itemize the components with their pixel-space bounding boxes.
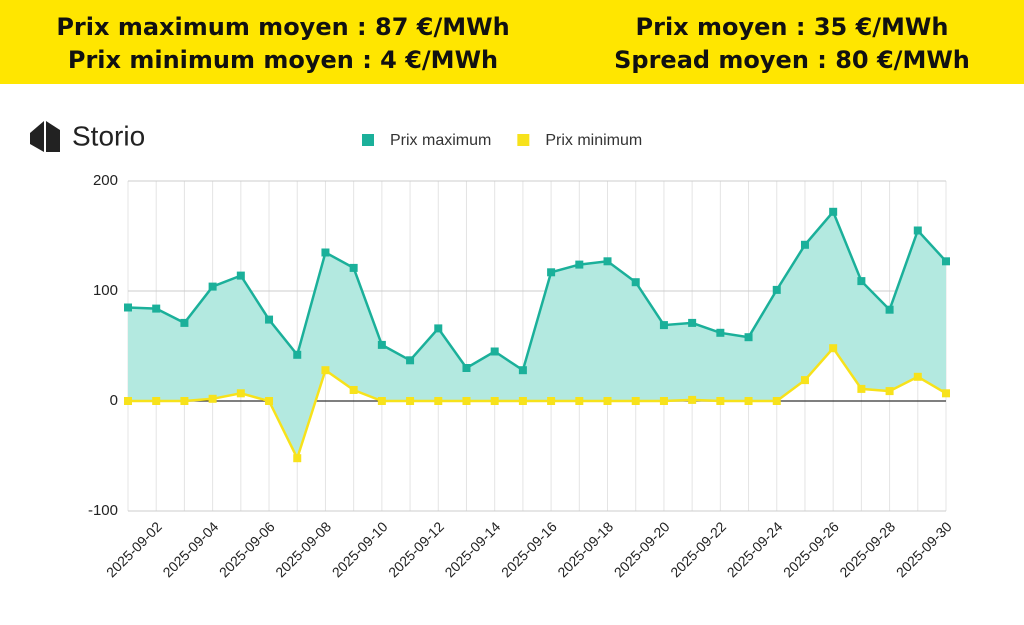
header-text: Prix moyen : 35 €/MWh (636, 13, 949, 41)
point-marker (349, 263, 358, 272)
point-marker (800, 376, 809, 385)
header-text: Spread moyen : 80 €/MWh (614, 46, 970, 74)
point-marker (885, 305, 894, 314)
point-marker (659, 321, 668, 330)
point-marker (603, 257, 612, 266)
point-marker (857, 384, 866, 393)
series-line (127, 209, 947, 373)
point-marker (603, 397, 612, 405)
y-tick-label: 0 (110, 392, 118, 409)
point-marker (265, 397, 274, 405)
point-marker (406, 397, 415, 405)
point-marker (829, 207, 838, 216)
x-tick-label: 2025-09-18 (554, 518, 616, 580)
point-marker (942, 389, 950, 398)
point-marker (293, 454, 302, 463)
point-marker (575, 260, 584, 269)
x-tick-label: 2025-09-02 (103, 518, 165, 580)
x-tick-label: 2025-09-30 (893, 518, 955, 580)
point-marker (744, 333, 753, 342)
header-text: Prix minimum moyen : 4 €/MWh (68, 46, 498, 74)
point-marker (490, 397, 499, 405)
x-tick-label: 2025-09-20 (611, 518, 673, 580)
header-text: Prix maximum moyen : 87 €/MWh (56, 13, 509, 41)
y-tick-label: 100 (93, 282, 118, 299)
point-marker (942, 257, 950, 266)
point-marker (180, 318, 189, 327)
point-marker (744, 397, 753, 405)
point-marker (631, 397, 640, 405)
logo-text: Storio (72, 120, 145, 151)
x-tick-label: 2025-09-06 (216, 518, 278, 580)
point-marker (377, 397, 386, 405)
y-tick-label: -100 (88, 502, 118, 519)
point-marker (659, 397, 668, 405)
point-marker (575, 397, 584, 405)
x-tick-label: 2025-09-28 (836, 518, 898, 580)
point-marker (688, 318, 697, 327)
point-marker (857, 277, 866, 286)
point-marker (688, 395, 697, 404)
point-marker (321, 366, 330, 375)
point-marker (462, 364, 471, 372)
x-tick-label: 2025-09-12 (385, 518, 447, 580)
x-tick-label: 2025-09-26 (780, 518, 842, 580)
x-tick-label: 2025-09-22 (667, 518, 729, 580)
point-marker (716, 328, 725, 337)
point-marker (547, 397, 556, 405)
area-between (128, 211, 946, 459)
point-marker (124, 303, 132, 312)
point-marker (377, 340, 386, 349)
point-marker (772, 285, 781, 294)
point-marker (913, 226, 922, 235)
point-marker (829, 344, 838, 353)
legend-swatch (517, 134, 530, 146)
header-band (0, 0, 1024, 84)
point-marker (349, 386, 358, 394)
point-marker (434, 397, 443, 405)
point-marker (208, 394, 217, 403)
point-marker (152, 304, 161, 313)
point-marker (462, 397, 471, 405)
point-marker (124, 397, 132, 405)
point-marker (236, 271, 245, 280)
legend-swatch (362, 134, 374, 146)
point-marker (518, 397, 527, 405)
x-tick-label: 2025-09-16 (498, 518, 560, 580)
point-marker (321, 248, 330, 257)
point-marker (631, 278, 640, 287)
y-tick-label: 200 (93, 172, 118, 189)
point-marker (800, 240, 809, 249)
series-line (128, 346, 947, 462)
point-marker (180, 397, 189, 405)
legend-label: Prix minimum (545, 132, 642, 149)
x-tick-label: 2025-09-24 (724, 518, 786, 580)
point-marker (885, 387, 894, 396)
point-marker (913, 372, 922, 381)
point-marker (152, 397, 161, 405)
point-marker (716, 397, 725, 405)
point-marker (434, 324, 443, 333)
point-marker (772, 397, 781, 405)
point-marker (490, 347, 499, 356)
point-marker (293, 350, 302, 359)
point-marker (406, 356, 415, 365)
point-marker (265, 315, 274, 324)
point-marker (236, 389, 245, 398)
x-tick-label: 2025-09-14 (441, 518, 503, 580)
point-marker (518, 366, 527, 375)
point-marker (547, 268, 556, 277)
x-tick-label: 2025-09-10 (329, 518, 391, 580)
x-tick-label: 2025-09-04 (159, 518, 221, 580)
legend-label: Prix maximum (390, 132, 491, 149)
x-tick-label: 2025-09-08 (272, 518, 334, 580)
logo-icon (30, 121, 60, 152)
point-marker (208, 282, 217, 291)
